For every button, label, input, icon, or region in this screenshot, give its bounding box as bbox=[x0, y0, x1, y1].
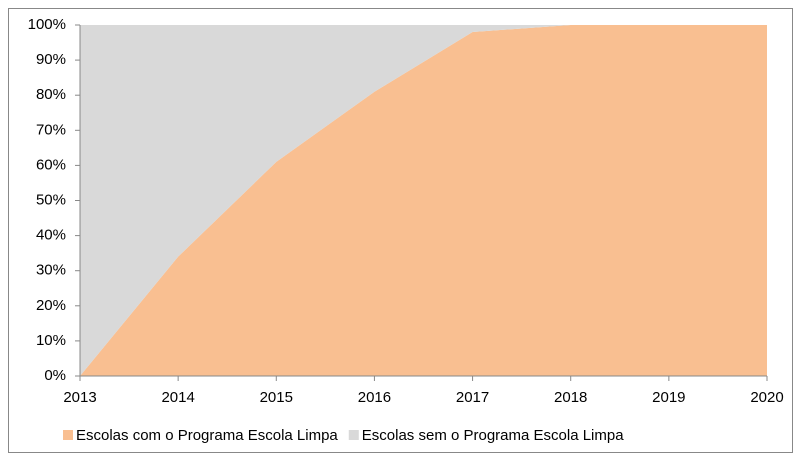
x-tick-label: 2018 bbox=[554, 389, 587, 406]
legend-label: Escolas sem o Programa Escola Limpa bbox=[362, 427, 624, 444]
y-tick-label: 50% bbox=[36, 191, 66, 208]
y-tick-label: 90% bbox=[36, 51, 66, 68]
x-tick-label: 2019 bbox=[652, 389, 685, 406]
x-tick-label: 2013 bbox=[63, 389, 96, 406]
y-tick-label: 30% bbox=[36, 262, 66, 279]
legend-swatch bbox=[63, 430, 73, 440]
x-tick-label: 2020 bbox=[750, 389, 783, 406]
y-tick-label: 100% bbox=[28, 16, 66, 33]
y-tick-label: 10% bbox=[36, 332, 66, 349]
x-tick-label: 2017 bbox=[456, 389, 489, 406]
legend-swatch bbox=[348, 430, 359, 440]
y-tick-label: 0% bbox=[44, 367, 66, 384]
legend-label: Escolas com o Programa Escola Limpa bbox=[76, 427, 338, 444]
x-tick-label: 2015 bbox=[260, 389, 293, 406]
area bbox=[80, 25, 767, 376]
y-tick-label: 20% bbox=[36, 297, 66, 314]
y-tick-label: 40% bbox=[36, 227, 66, 244]
area bbox=[80, 25, 767, 376]
y-tick-label: 70% bbox=[36, 121, 66, 138]
x-tick-label: 2014 bbox=[161, 389, 194, 406]
y-tick-label: 60% bbox=[36, 156, 66, 173]
y-tick-label: 80% bbox=[36, 86, 66, 103]
x-tick-label: 2016 bbox=[358, 389, 391, 406]
